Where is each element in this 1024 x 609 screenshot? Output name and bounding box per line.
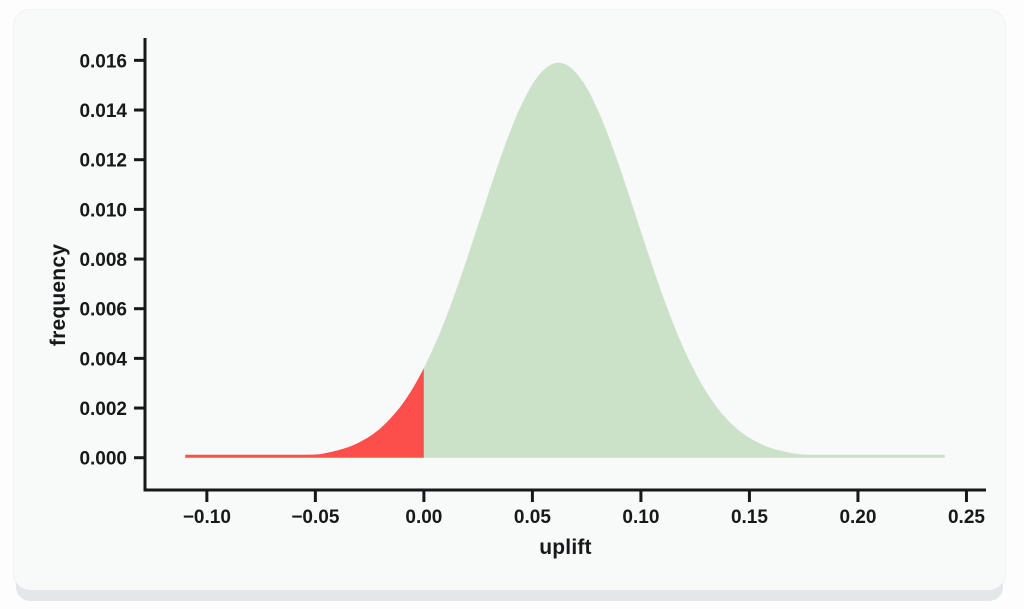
x-tick-label: 0.10 [622,507,659,528]
x-tick-label: 0.05 [514,507,551,528]
x-tick-label: −0.10 [183,507,231,528]
x-tick-label: 0.20 [839,507,876,528]
axis-spines [143,38,986,492]
x-axis-title: uplift [539,536,592,559]
positive-uplift-region [423,62,945,458]
y-tick-label: 0.014 [79,101,127,122]
y-tick-label: 0.000 [79,449,127,470]
y-tick-label: 0.002 [79,399,127,420]
y-tick-label: 0.006 [79,300,127,321]
x-tick-label: −0.05 [291,507,340,528]
y-tick-label: 0.016 [79,51,127,72]
x-tick-label: 0.15 [731,507,768,528]
y-tick-label: 0.010 [79,200,127,221]
y-tick-label: 0.004 [79,349,127,370]
y-tick-label: 0.008 [79,250,127,271]
x-tick-label: 0.25 [948,507,985,528]
x-tick-label: 0.00 [405,507,442,528]
negative-uplift-region [185,368,424,458]
y-tick-label: 0.012 [79,151,127,172]
y-axis-title: frequency [47,243,70,347]
